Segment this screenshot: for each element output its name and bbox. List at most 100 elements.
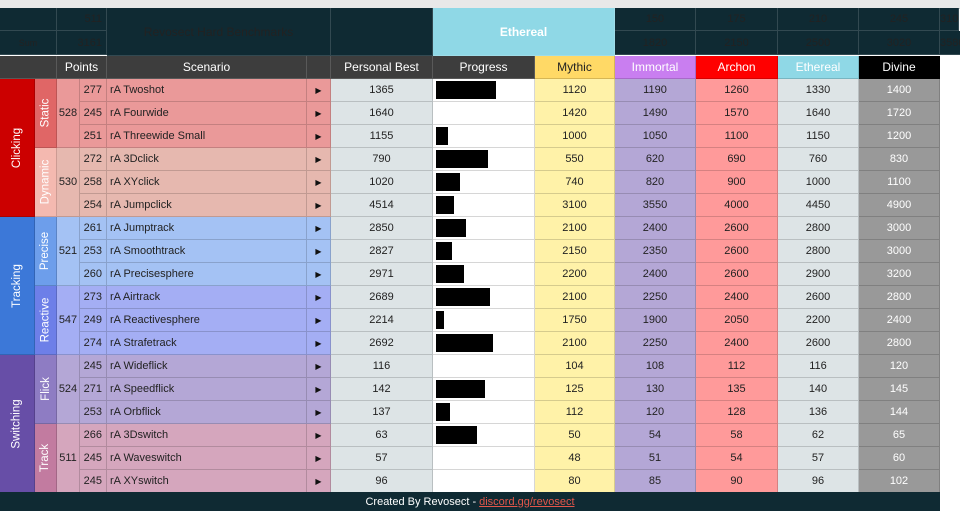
scenario-name[interactable]: rA Jumptrack xyxy=(107,217,307,240)
threshold-archon: 1260 xyxy=(696,79,778,102)
progress-cell xyxy=(433,240,535,263)
sum-value: 3161 xyxy=(57,31,107,55)
scenario-play-button[interactable]: ▶ xyxy=(307,286,331,309)
subcategory-label-text: Reactive xyxy=(39,297,52,343)
play-triangle-icon: ▶ xyxy=(315,407,322,417)
scenario-play-button[interactable]: ▶ xyxy=(307,263,331,286)
threshold-archon: 2400 xyxy=(696,286,778,309)
threshold-immortal: 1050 xyxy=(615,125,696,148)
scenario-name[interactable]: rA Airtrack xyxy=(107,286,307,309)
category-label-text: Clicking xyxy=(11,127,24,168)
scenario-name[interactable]: rA Wideflick xyxy=(107,355,307,378)
threshold-ethereal: 1150 xyxy=(778,125,859,148)
scenario-play-button[interactable]: ▶ xyxy=(307,125,331,148)
play-triangle-icon: ▶ xyxy=(315,177,322,187)
threshold-immortal: 820 xyxy=(615,171,696,194)
scenario-play-button[interactable]: ▶ xyxy=(307,194,331,217)
threshold-mythic: 1420 xyxy=(535,102,615,125)
scenario-name[interactable]: rA Strafetrack xyxy=(107,332,307,355)
scenario-name[interactable]: rA Threewide Small xyxy=(107,125,307,148)
scenario-name[interactable]: rA Twoshot xyxy=(107,79,307,102)
scenario-name[interactable]: rA 3Dswitch xyxy=(107,424,307,447)
scenario-name[interactable]: rA Jumpclick xyxy=(107,194,307,217)
personal-best-value: 2827 xyxy=(331,240,433,263)
scenario-play-button[interactable]: ▶ xyxy=(307,424,331,447)
scenario-name[interactable]: rA Fourwide xyxy=(107,102,307,125)
subcategory-label-precise: Precise xyxy=(35,217,57,286)
threshold-divine: 3000 xyxy=(859,240,940,263)
scenario-name[interactable]: rA Precisesphere xyxy=(107,263,307,286)
scenario-play-button[interactable]: ▶ xyxy=(307,470,331,493)
scenario-points: 266 xyxy=(80,424,107,447)
play-triangle-icon: ▶ xyxy=(315,108,322,118)
threshold-mythic: 80 xyxy=(535,470,615,493)
subcategory-points: 521 xyxy=(57,217,80,286)
play-triangle-icon: ▶ xyxy=(315,476,322,486)
scenario-points: 245 xyxy=(80,355,107,378)
subcategory-label-track: Track xyxy=(35,424,57,493)
scenario-name[interactable]: rA Waveswitch xyxy=(107,447,307,470)
threshold-immortal: 130 xyxy=(615,378,696,401)
scenario-play-button[interactable]: ▶ xyxy=(307,102,331,125)
threshold-immortal: 85 xyxy=(615,470,696,493)
scenario-play-button[interactable]: ▶ xyxy=(307,171,331,194)
progress-cell xyxy=(433,332,535,355)
scenario-name[interactable]: rA Orbflick xyxy=(107,401,307,424)
threshold-archon: 2600 xyxy=(696,217,778,240)
scenario-play-button[interactable]: ▶ xyxy=(307,447,331,470)
scenario-points: 277 xyxy=(80,79,107,102)
scenario-points: 254 xyxy=(80,194,107,217)
rank-total-requirement: 3020 xyxy=(859,31,940,55)
threshold-divine: 2400 xyxy=(859,309,940,332)
play-triangle-icon: ▶ xyxy=(315,154,322,164)
personal-best-value: 790 xyxy=(331,148,433,171)
scenario-name[interactable]: rA 3Dclick xyxy=(107,148,307,171)
scenario-play-button[interactable]: ▶ xyxy=(307,240,331,263)
threshold-ethereal: 1330 xyxy=(778,79,859,102)
play-triangle-icon: ▶ xyxy=(315,246,322,256)
scenario-play-button[interactable]: ▶ xyxy=(307,378,331,401)
threshold-divine: 3000 xyxy=(859,217,940,240)
column-header-rank-divine: Divine xyxy=(859,56,940,79)
scenario-name[interactable]: rA Speedflick xyxy=(107,378,307,401)
scenario-name[interactable]: rA Reactivesphere xyxy=(107,309,307,332)
column-header-progress: Progress xyxy=(433,56,535,79)
progress-bar xyxy=(436,81,496,99)
personal-best-value: 137 xyxy=(331,401,433,424)
scenario-points: 253 xyxy=(80,401,107,424)
scenario-play-button[interactable]: ▶ xyxy=(307,217,331,240)
progress-bar xyxy=(436,219,466,237)
threshold-immortal: 2350 xyxy=(615,240,696,263)
progress-cell xyxy=(433,263,535,286)
scenario-play-button[interactable]: ▶ xyxy=(307,355,331,378)
header-blank-cell xyxy=(331,8,433,56)
scenario-play-button[interactable]: ▶ xyxy=(307,309,331,332)
threshold-immortal: 2250 xyxy=(615,286,696,309)
rank-points-requirement: 175 xyxy=(696,8,778,31)
rank-points-requirement: 310 xyxy=(940,8,960,31)
scenario-name[interactable]: rA XYswitch xyxy=(107,470,307,493)
personal-best-value: 116 xyxy=(331,355,433,378)
sum-label: Sum xyxy=(0,31,57,55)
scenario-play-button[interactable]: ▶ xyxy=(307,332,331,355)
footer-link[interactable]: discord.gg/revosect xyxy=(479,495,575,508)
subcategory-label-reactive: Reactive xyxy=(35,286,57,355)
scenario-points: 271 xyxy=(80,378,107,401)
threshold-ethereal: 62 xyxy=(778,424,859,447)
scenario-play-button[interactable]: ▶ xyxy=(307,401,331,424)
column-header-rank-mythic: Mythic xyxy=(535,56,615,79)
personal-best-value: 1365 xyxy=(331,79,433,102)
threshold-archon: 4000 xyxy=(696,194,778,217)
scenario-play-button[interactable]: ▶ xyxy=(307,79,331,102)
scenario-points: 261 xyxy=(80,217,107,240)
threshold-mythic: 1000 xyxy=(535,125,615,148)
progress-cell xyxy=(433,309,535,332)
scenario-points: 245 xyxy=(80,470,107,493)
scenario-play-button[interactable]: ▶ xyxy=(307,148,331,171)
column-header-rank-ethereal: Ethereal xyxy=(778,56,859,79)
threshold-mythic: 48 xyxy=(535,447,615,470)
scenario-name[interactable]: rA XYclick xyxy=(107,171,307,194)
scenario-name[interactable]: rA Smoothtrack xyxy=(107,240,307,263)
progress-cell xyxy=(433,401,535,424)
